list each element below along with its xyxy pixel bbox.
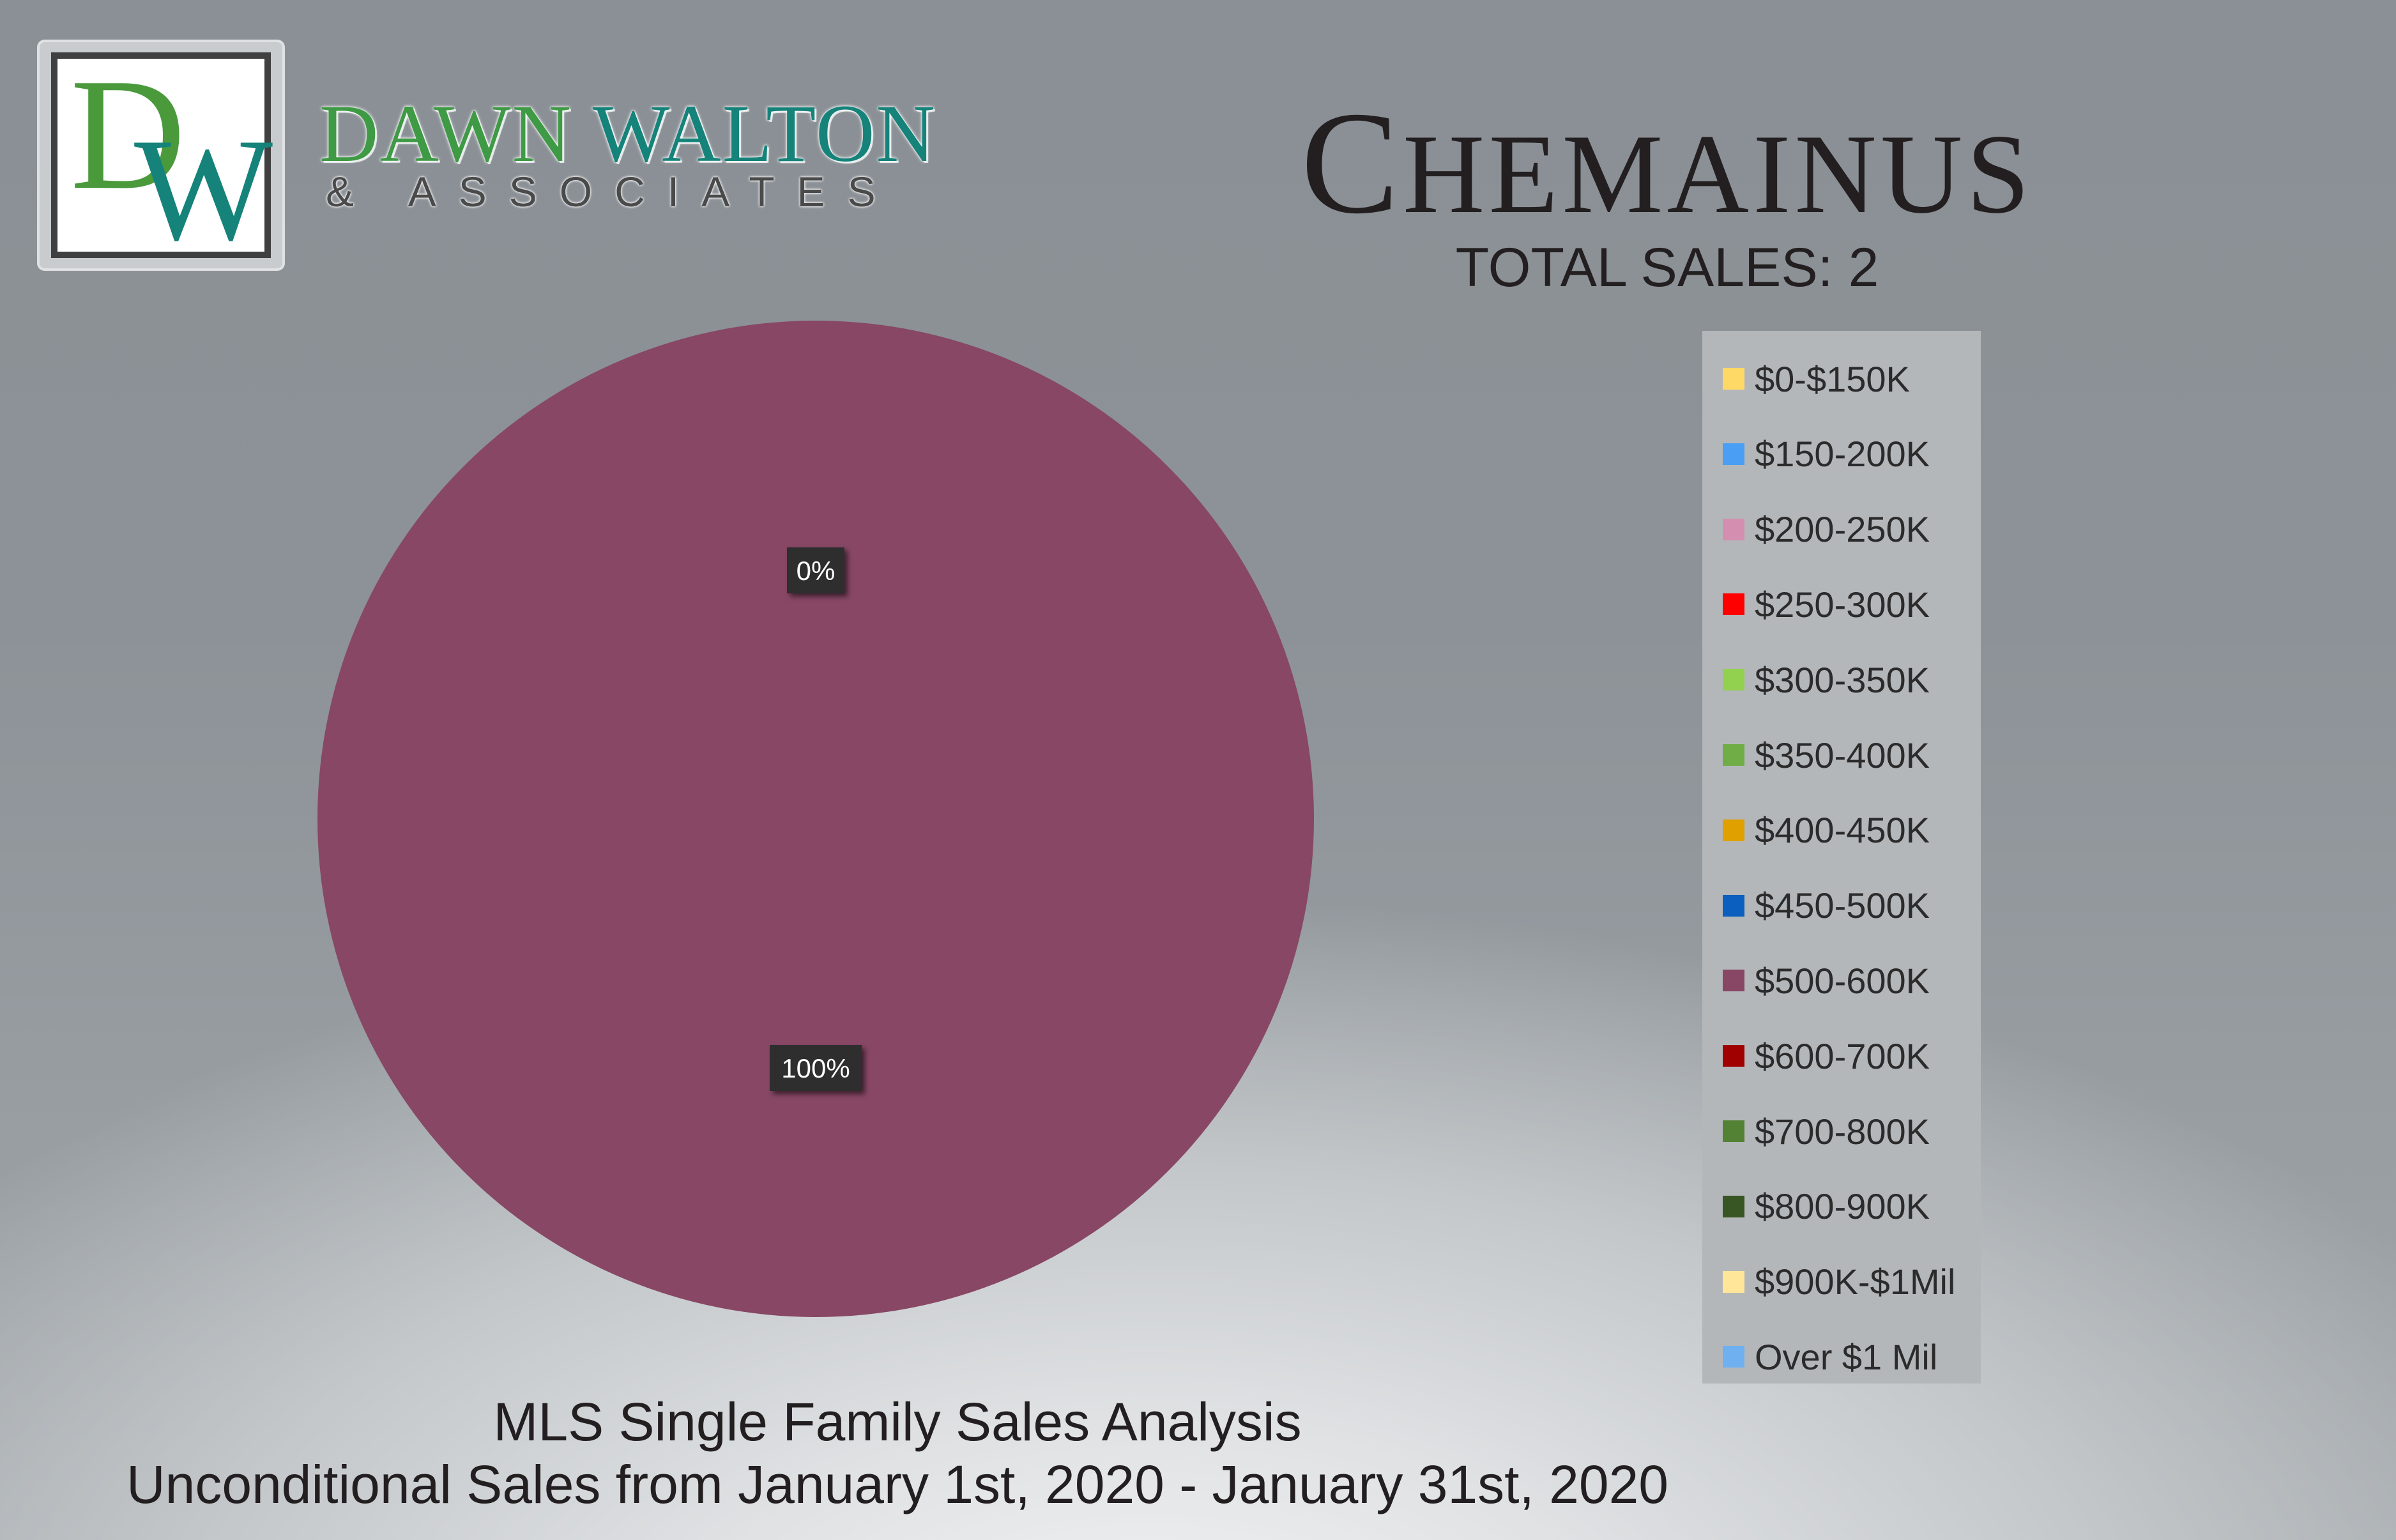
legend-label: $150-200K (1755, 434, 1930, 475)
legend-item: $450-500K (1723, 880, 1930, 931)
legend-swatch (1723, 819, 1744, 841)
data-label-text: 100% (781, 1053, 850, 1083)
legend-label: $600-700K (1755, 1035, 1930, 1076)
chart-legend: $0-$150K $150-200K $200-250K $250-300K $300-… (1702, 331, 1981, 1384)
legend-label: $800-900K (1755, 1186, 1930, 1227)
brand-tagline: & ASSOCIATES (326, 168, 898, 215)
legend-item: Over $1 Mil (1723, 1331, 1937, 1382)
pie-chart (317, 321, 1314, 1317)
legend-label: $450-500K (1755, 885, 1930, 926)
legend-label: $700-800K (1755, 1111, 1930, 1152)
legend-swatch (1723, 1346, 1744, 1368)
legend-swatch (1723, 744, 1744, 766)
legend-swatch (1723, 1120, 1744, 1142)
logo-letter-w: W (134, 108, 273, 271)
legend-swatch (1723, 669, 1744, 691)
legend-item: $0-$150K (1723, 353, 1910, 404)
legend-label: $250-300K (1755, 584, 1930, 625)
pie-slice-500-600k (317, 321, 1314, 1317)
legend-item: $150-200K (1723, 429, 1930, 480)
total-sales: TOTAL SALES: 2 (1455, 237, 1879, 298)
brand-name-last: WALTON (592, 88, 936, 179)
data-label-box (787, 547, 844, 593)
footer-title: MLS Single Family Sales Analysis (493, 1392, 1302, 1452)
legend-item: $350-400K (1723, 729, 1930, 781)
legend-label: $500-600K (1755, 960, 1930, 1001)
legend-swatch (1723, 1195, 1744, 1217)
brand-name: DAWN WALTON (319, 87, 936, 181)
legend-swatch (1723, 443, 1744, 465)
legend-swatch (1723, 1270, 1744, 1293)
legend-item: $600-700K (1723, 1030, 1930, 1081)
legend-item: $700-800K (1723, 1106, 1930, 1157)
legend-label: Over $1 Mil (1755, 1336, 1938, 1377)
legend-item: $200-250K (1723, 504, 1930, 555)
logo-letter-d: D (70, 46, 186, 223)
page-title: CHEMAINUS (1246, 89, 2089, 236)
data-label-0-percent: 0% (787, 547, 844, 593)
legend-label: $350-400K (1755, 735, 1930, 775)
logo-monogram: D W (51, 46, 273, 263)
page-title-text: CHEMAINUS (1301, 81, 2034, 244)
logo: D W (37, 40, 285, 271)
legend-item: $250-300K (1723, 579, 1930, 630)
legend-item: $500-600K (1723, 955, 1930, 1006)
data-label-text: 0% (797, 556, 836, 586)
legend-item: $800-900K (1723, 1181, 1930, 1232)
footer-date-range: Unconditional Sales from January 1st, 20… (126, 1454, 1669, 1514)
legend-item: $900K-$1Mil (1723, 1256, 1955, 1307)
legend-label: $900K-$1Mil (1755, 1262, 1956, 1302)
data-label-100-percent: 100% (770, 1045, 862, 1091)
legend-swatch (1723, 368, 1744, 390)
legend-label: $0-$150K (1755, 358, 1910, 399)
legend-swatch (1723, 970, 1744, 992)
legend-label: $300-350K (1755, 659, 1930, 700)
legend-swatch (1723, 894, 1744, 917)
legend-item: $400-450K (1723, 805, 1930, 856)
brand-name-first: DAWN (319, 88, 572, 179)
data-label-box (770, 1045, 862, 1091)
legend-swatch (1723, 1045, 1744, 1067)
legend-swatch (1723, 593, 1744, 616)
legend-item: $300-350K (1723, 654, 1930, 705)
legend-label: $200-250K (1755, 509, 1930, 550)
legend-swatch (1723, 518, 1744, 540)
pie-data-labels: 0% 100% (770, 547, 862, 1091)
legend-label: $400-450K (1755, 810, 1930, 851)
